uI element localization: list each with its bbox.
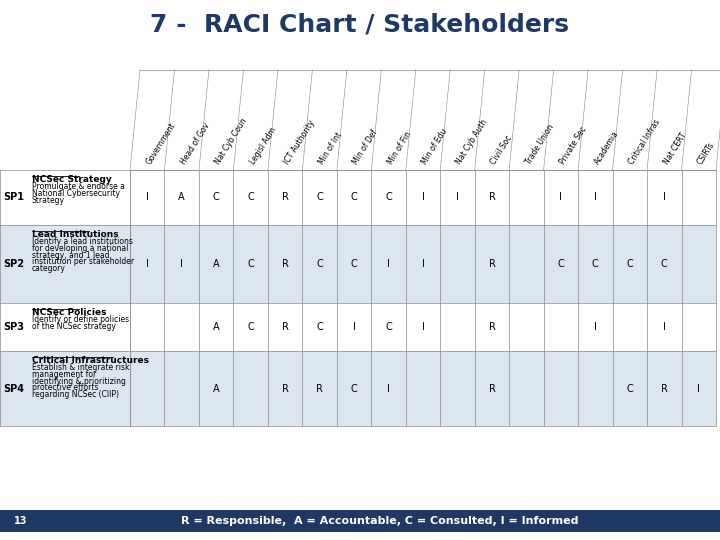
- Text: C: C: [247, 322, 254, 332]
- Text: C: C: [351, 383, 357, 394]
- Text: I: I: [422, 192, 424, 202]
- Text: I: I: [698, 383, 701, 394]
- Text: I: I: [180, 259, 183, 269]
- Text: Identify or define policies: Identify or define policies: [32, 315, 129, 324]
- Text: NCSec Policies: NCSec Policies: [32, 308, 107, 317]
- Text: R: R: [488, 192, 495, 202]
- Text: I: I: [456, 192, 459, 202]
- Text: Academia: Academia: [593, 129, 621, 166]
- Text: I: I: [594, 192, 597, 202]
- Text: NCSec Strategy: NCSec Strategy: [32, 175, 112, 184]
- Bar: [0, 510, 720, 532]
- Text: Civil Soc: Civil Soc: [490, 134, 514, 166]
- Text: Critical Infras: Critical Infras: [627, 118, 662, 166]
- Text: institution per stakeholder: institution per stakeholder: [32, 258, 134, 266]
- Text: National Cybersecurity: National Cybersecurity: [32, 189, 120, 198]
- Text: I: I: [145, 192, 148, 202]
- Text: SP2: SP2: [4, 259, 24, 269]
- Bar: [0, 351, 716, 426]
- Text: 7 -  RACI Chart / Stakeholders: 7 - RACI Chart / Stakeholders: [150, 13, 570, 37]
- Text: Private Sec: Private Sec: [558, 125, 589, 166]
- Text: CSIRTs: CSIRTs: [696, 140, 716, 166]
- Text: A: A: [213, 259, 220, 269]
- Text: C: C: [626, 259, 633, 269]
- Text: C: C: [385, 192, 392, 202]
- Text: R = Responsible,  A = Accountable, C = Consulted, I = Informed: R = Responsible, A = Accountable, C = Co…: [181, 516, 579, 526]
- Text: ICT Authority: ICT Authority: [282, 118, 317, 166]
- Text: C: C: [385, 322, 392, 332]
- Text: protective efforts: protective efforts: [32, 383, 99, 393]
- Text: I: I: [387, 383, 390, 394]
- Text: R: R: [282, 322, 289, 332]
- Text: for developing a national: for developing a national: [32, 244, 128, 253]
- Text: strategy, and 1 lead: strategy, and 1 lead: [32, 251, 109, 260]
- Text: Nat Cyb Auth: Nat Cyb Auth: [455, 118, 490, 166]
- Text: Strategy: Strategy: [32, 195, 65, 205]
- Text: I: I: [145, 259, 148, 269]
- Text: Legisl Adm: Legisl Adm: [248, 126, 278, 166]
- Text: Min of Int: Min of Int: [317, 131, 343, 166]
- Text: R: R: [488, 383, 495, 394]
- Bar: [0, 170, 716, 225]
- Text: C: C: [351, 259, 357, 269]
- Text: C: C: [213, 192, 220, 202]
- Text: R: R: [282, 259, 289, 269]
- Text: I: I: [663, 322, 666, 332]
- Text: category: category: [32, 264, 66, 273]
- Text: identifying & prioritizing: identifying & prioritizing: [32, 376, 126, 386]
- Text: C: C: [247, 192, 254, 202]
- Text: Trade Union: Trade Union: [523, 123, 556, 166]
- Text: SP1: SP1: [4, 192, 24, 202]
- Text: C: C: [626, 383, 633, 394]
- Text: 13: 13: [14, 516, 27, 526]
- Text: I: I: [559, 192, 562, 202]
- Text: A: A: [213, 322, 220, 332]
- Text: I: I: [422, 259, 424, 269]
- Text: Min of Def: Min of Def: [351, 128, 379, 166]
- Text: I: I: [663, 192, 666, 202]
- Text: Promulgate & endorse a: Promulgate & endorse a: [32, 182, 125, 191]
- Text: I: I: [422, 322, 424, 332]
- Text: R: R: [488, 259, 495, 269]
- Text: SP3: SP3: [4, 322, 24, 332]
- Text: Government: Government: [145, 121, 177, 166]
- Text: I: I: [353, 322, 356, 332]
- Text: C: C: [316, 259, 323, 269]
- Text: C: C: [557, 259, 564, 269]
- Text: A: A: [213, 383, 220, 394]
- Polygon shape: [130, 70, 720, 170]
- Text: C: C: [661, 259, 667, 269]
- Text: of the NCSec strategy: of the NCSec strategy: [32, 322, 116, 331]
- Text: Nat Cyb Coun: Nat Cyb Coun: [214, 117, 249, 166]
- Text: Min of Edu: Min of Edu: [420, 127, 449, 166]
- Text: R: R: [488, 322, 495, 332]
- Text: Min of Fin: Min of Fin: [386, 130, 413, 166]
- Text: R: R: [282, 192, 289, 202]
- Bar: [0, 303, 716, 351]
- Text: regarding NCSec (CIIP): regarding NCSec (CIIP): [32, 390, 119, 399]
- Text: Critical Infrastructures: Critical Infrastructures: [32, 356, 149, 365]
- Text: Head of Gov: Head of Gov: [179, 122, 212, 166]
- Text: C: C: [592, 259, 599, 269]
- Text: management for: management for: [32, 370, 96, 379]
- Text: R: R: [316, 383, 323, 394]
- Text: I: I: [594, 322, 597, 332]
- Text: R: R: [661, 383, 667, 394]
- Text: C: C: [316, 322, 323, 332]
- Text: Lead Institutions: Lead Institutions: [32, 230, 119, 239]
- Text: I: I: [387, 259, 390, 269]
- Text: Nat CERT: Nat CERT: [662, 131, 688, 166]
- Text: C: C: [351, 192, 357, 202]
- Text: C: C: [247, 259, 254, 269]
- Text: Identify a lead institutions: Identify a lead institutions: [32, 237, 133, 246]
- Text: A: A: [179, 192, 185, 202]
- Text: SP4: SP4: [4, 383, 24, 394]
- Text: C: C: [316, 192, 323, 202]
- Text: Establish & integrate risk: Establish & integrate risk: [32, 363, 130, 372]
- Text: R: R: [282, 383, 289, 394]
- Bar: [0, 225, 716, 303]
